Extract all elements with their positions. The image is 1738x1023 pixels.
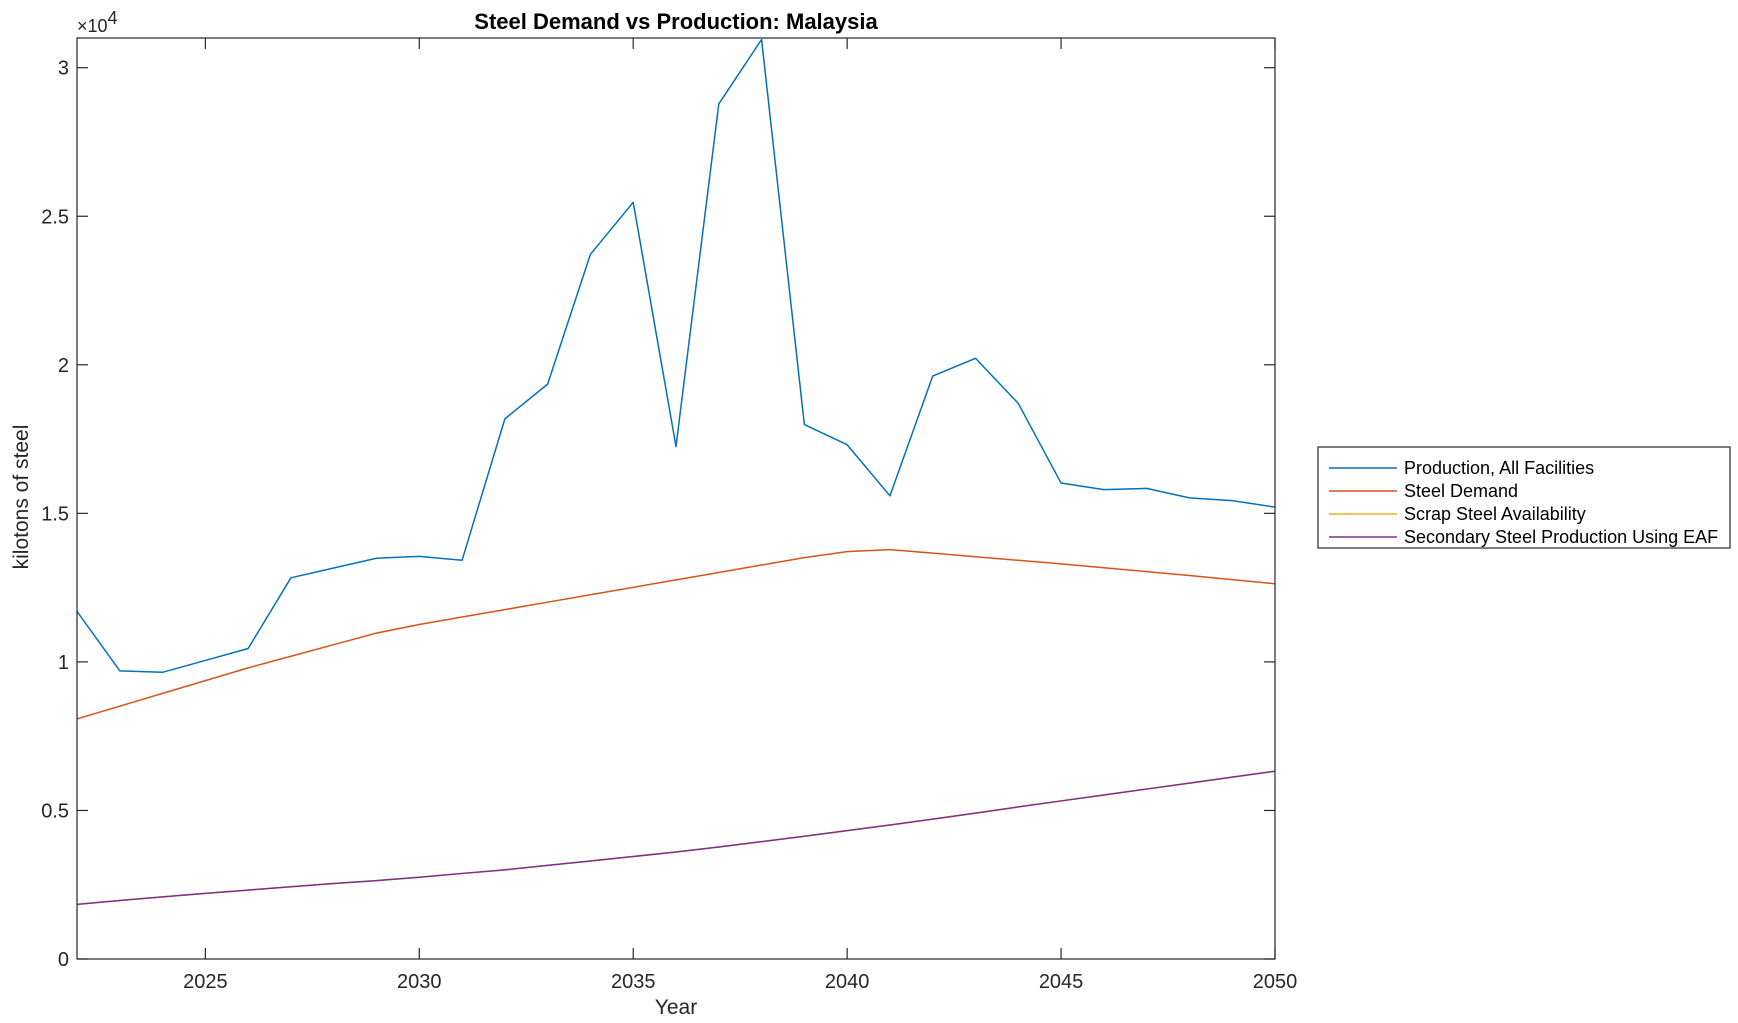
y-tick-label-3: 1.5: [41, 503, 69, 525]
y-tick-label-1: 0.5: [41, 800, 69, 822]
y-axis-ticks: 0 0.5 1 1.5 2 2.5 3: [41, 58, 1275, 971]
y-tick-label-2: 1: [58, 652, 69, 674]
series-line-1: [77, 548, 1275, 720]
legend-label-1: Steel Demand: [1404, 481, 1518, 501]
x-tick-label-2045: 2045: [1039, 971, 1084, 993]
x-axis-ticks: 2025 2030 2035 2040 2045 2050: [183, 38, 1297, 993]
plot-background: [77, 38, 1275, 959]
y-tick-label-0: 0: [58, 949, 69, 971]
series-group: [77, 38, 1275, 906]
x-tick-label-2050: 2050: [1253, 971, 1298, 993]
axes-box: [76, 37, 1276, 960]
y-tick-label-5: 2.5: [41, 206, 69, 228]
series-line-3: [77, 770, 1275, 906]
plot-area: 2025 2030 2035 2040 2045 2050 0 0.5 1 1.5 2 2.5 3: [41, 37, 1297, 993]
legend-box: [1317, 446, 1731, 549]
x-axis-label: Year: [655, 996, 697, 1019]
x-tick-label-2030: 2030: [397, 971, 442, 993]
x-tick-label-2025: 2025: [183, 971, 228, 993]
x-tick-label-2040: 2040: [825, 971, 870, 993]
series-line-0: [77, 38, 1275, 674]
y-axis-multiplier: ×104: [77, 8, 118, 36]
chart-title: Steel Demand vs Production: Malaysia: [474, 9, 878, 34]
y-tick-label-6: 3: [58, 58, 69, 80]
legend-label-3: Secondary Steel Production Using EAF: [1404, 527, 1718, 547]
x-tick-label-2035: 2035: [611, 971, 656, 993]
legend-label-2: Scrap Steel Availability: [1404, 504, 1586, 524]
legend-items: Production, All Facilities Steel Demand Sc…: [1329, 458, 1718, 547]
legend: Production, All Facilities Steel Demand Sc…: [1317, 446, 1731, 549]
y-tick-label-4: 2: [58, 355, 69, 377]
legend-label-0: Production, All Facilities: [1404, 458, 1594, 478]
y-axis-label: kilotons of steel: [10, 425, 33, 570]
